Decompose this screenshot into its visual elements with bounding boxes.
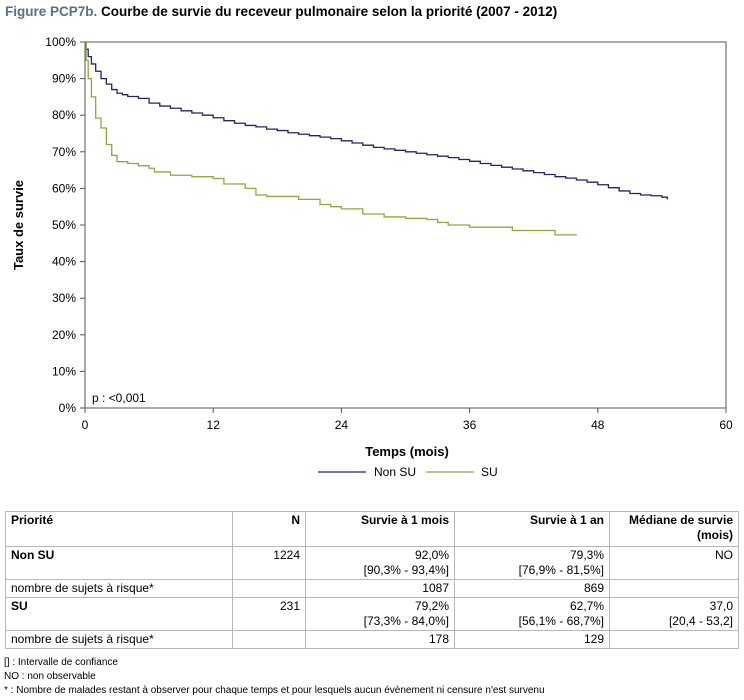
mediane-non-su: NO	[609, 546, 739, 580]
x-tick-label: 24	[335, 418, 349, 432]
footnote: NO : non observable	[4, 671, 96, 682]
table-row: nombre de sujets à risque* 1087 869	[5, 579, 739, 598]
figure-title-text: Courbe de survie du receveur pulmonaire …	[101, 4, 558, 19]
table-row: Non SU 1224 92,0% [90,3% - 93,4%] 79,3% [7…	[5, 546, 739, 580]
risk-label-non-su: nombre de sujets à risque*	[5, 579, 233, 598]
table-row: nombre de sujets à risque* 178 129	[5, 630, 739, 649]
n-su: 231	[232, 597, 306, 631]
risk-label-su: nombre de sujets à risque*	[5, 630, 233, 649]
y-tick-label: 20%	[52, 328, 76, 342]
y-tick-label: 100%	[45, 35, 76, 49]
y-tick-label: 30%	[52, 291, 76, 305]
p-value-annotation: p : <0,001	[92, 391, 146, 405]
x-tick-label: 36	[463, 418, 477, 432]
y-axis: 0% 10% 20% 30% 40% 50% 60% 70% 80% 90% 100%	[45, 35, 85, 415]
header-survie-1-mois: Survie à 1 mois	[305, 511, 455, 547]
series-line-su	[85, 41, 578, 236]
plot-frame	[84, 41, 727, 409]
legend: Non SU SU	[318, 465, 498, 479]
figure-label: Figure PCP7b.	[5, 4, 98, 19]
y-tick-label: 0%	[59, 401, 77, 415]
y-tick-label: 40%	[52, 255, 76, 269]
table-row: SU 231 79,2% [73,3% - 84,0%] 62,7% [56,1% …	[5, 597, 739, 631]
legend-label-non-su: Non SU	[374, 465, 416, 479]
y-tick-label: 50%	[52, 218, 76, 232]
y-tick-label: 60%	[52, 181, 76, 195]
y-tick-label: 90%	[52, 72, 76, 86]
header-priorite: Priorité	[5, 511, 233, 547]
survie-1-mois-non-su: 92,0% [90,3% - 93,4%]	[305, 546, 455, 580]
y-tick-label: 10%	[52, 364, 76, 378]
risk-1-an-non-su: 869	[454, 579, 610, 598]
group-su: SU	[5, 597, 233, 631]
table-header-row: Priorité N Survie à 1 mois Survie à 1 an…	[5, 511, 739, 547]
header-mediane: Médiane de survie (mois)	[609, 511, 739, 547]
survie-1-mois-su: 79,2% [73,3% - 84,0%]	[305, 597, 455, 631]
survie-1-an-su: 62,7% [56,1% - 68,7%]	[454, 597, 610, 631]
x-axis: 0 12 24 36 48 60	[82, 408, 733, 432]
header-survie-1-an: Survie à 1 an	[454, 511, 610, 547]
y-tick-label: 80%	[52, 108, 76, 122]
y-tick-label: 70%	[52, 145, 76, 159]
survie-1-an-non-su: 79,3% [76,9% - 81,5%]	[454, 546, 610, 580]
risk-1-an-su: 129	[454, 630, 610, 649]
survival-table: Priorité N Survie à 1 mois Survie à 1 an…	[5, 511, 739, 649]
group-non-su: Non SU	[5, 546, 233, 580]
x-tick-label: 12	[207, 418, 221, 432]
x-tick-label: 60	[719, 418, 733, 432]
survival-curves	[85, 41, 668, 236]
footnote: * : Nombre de malades restant à observer…	[4, 685, 545, 696]
x-tick-label: 48	[591, 418, 605, 432]
footnotes: [] : Intervalle de confiance NO : non ob…	[4, 656, 545, 698]
risk-1-mois-non-su: 1087	[305, 579, 455, 598]
survival-chart: 0% 10% 20% 30% 40% 50% 60% 70% 80% 90% 100% 0 12 24 3…	[11, 35, 733, 479]
series-line-non-su	[85, 41, 668, 200]
n-non-su: 1224	[232, 546, 306, 580]
footnote: [] : Intervalle de confiance	[4, 657, 118, 668]
figure-title: Figure PCP7b. Courbe de survie du receve…	[5, 4, 557, 19]
mediane-su: 37,0 [20,4 - 53,2]	[609, 597, 739, 631]
x-axis-label: Temps (mois)	[365, 444, 449, 459]
risk-1-mois-su: 178	[305, 630, 455, 649]
legend-label-su: SU	[481, 465, 498, 479]
y-axis-label: Taux de survie	[11, 180, 26, 270]
x-tick-label: 0	[82, 418, 89, 432]
header-n: N	[232, 511, 306, 547]
